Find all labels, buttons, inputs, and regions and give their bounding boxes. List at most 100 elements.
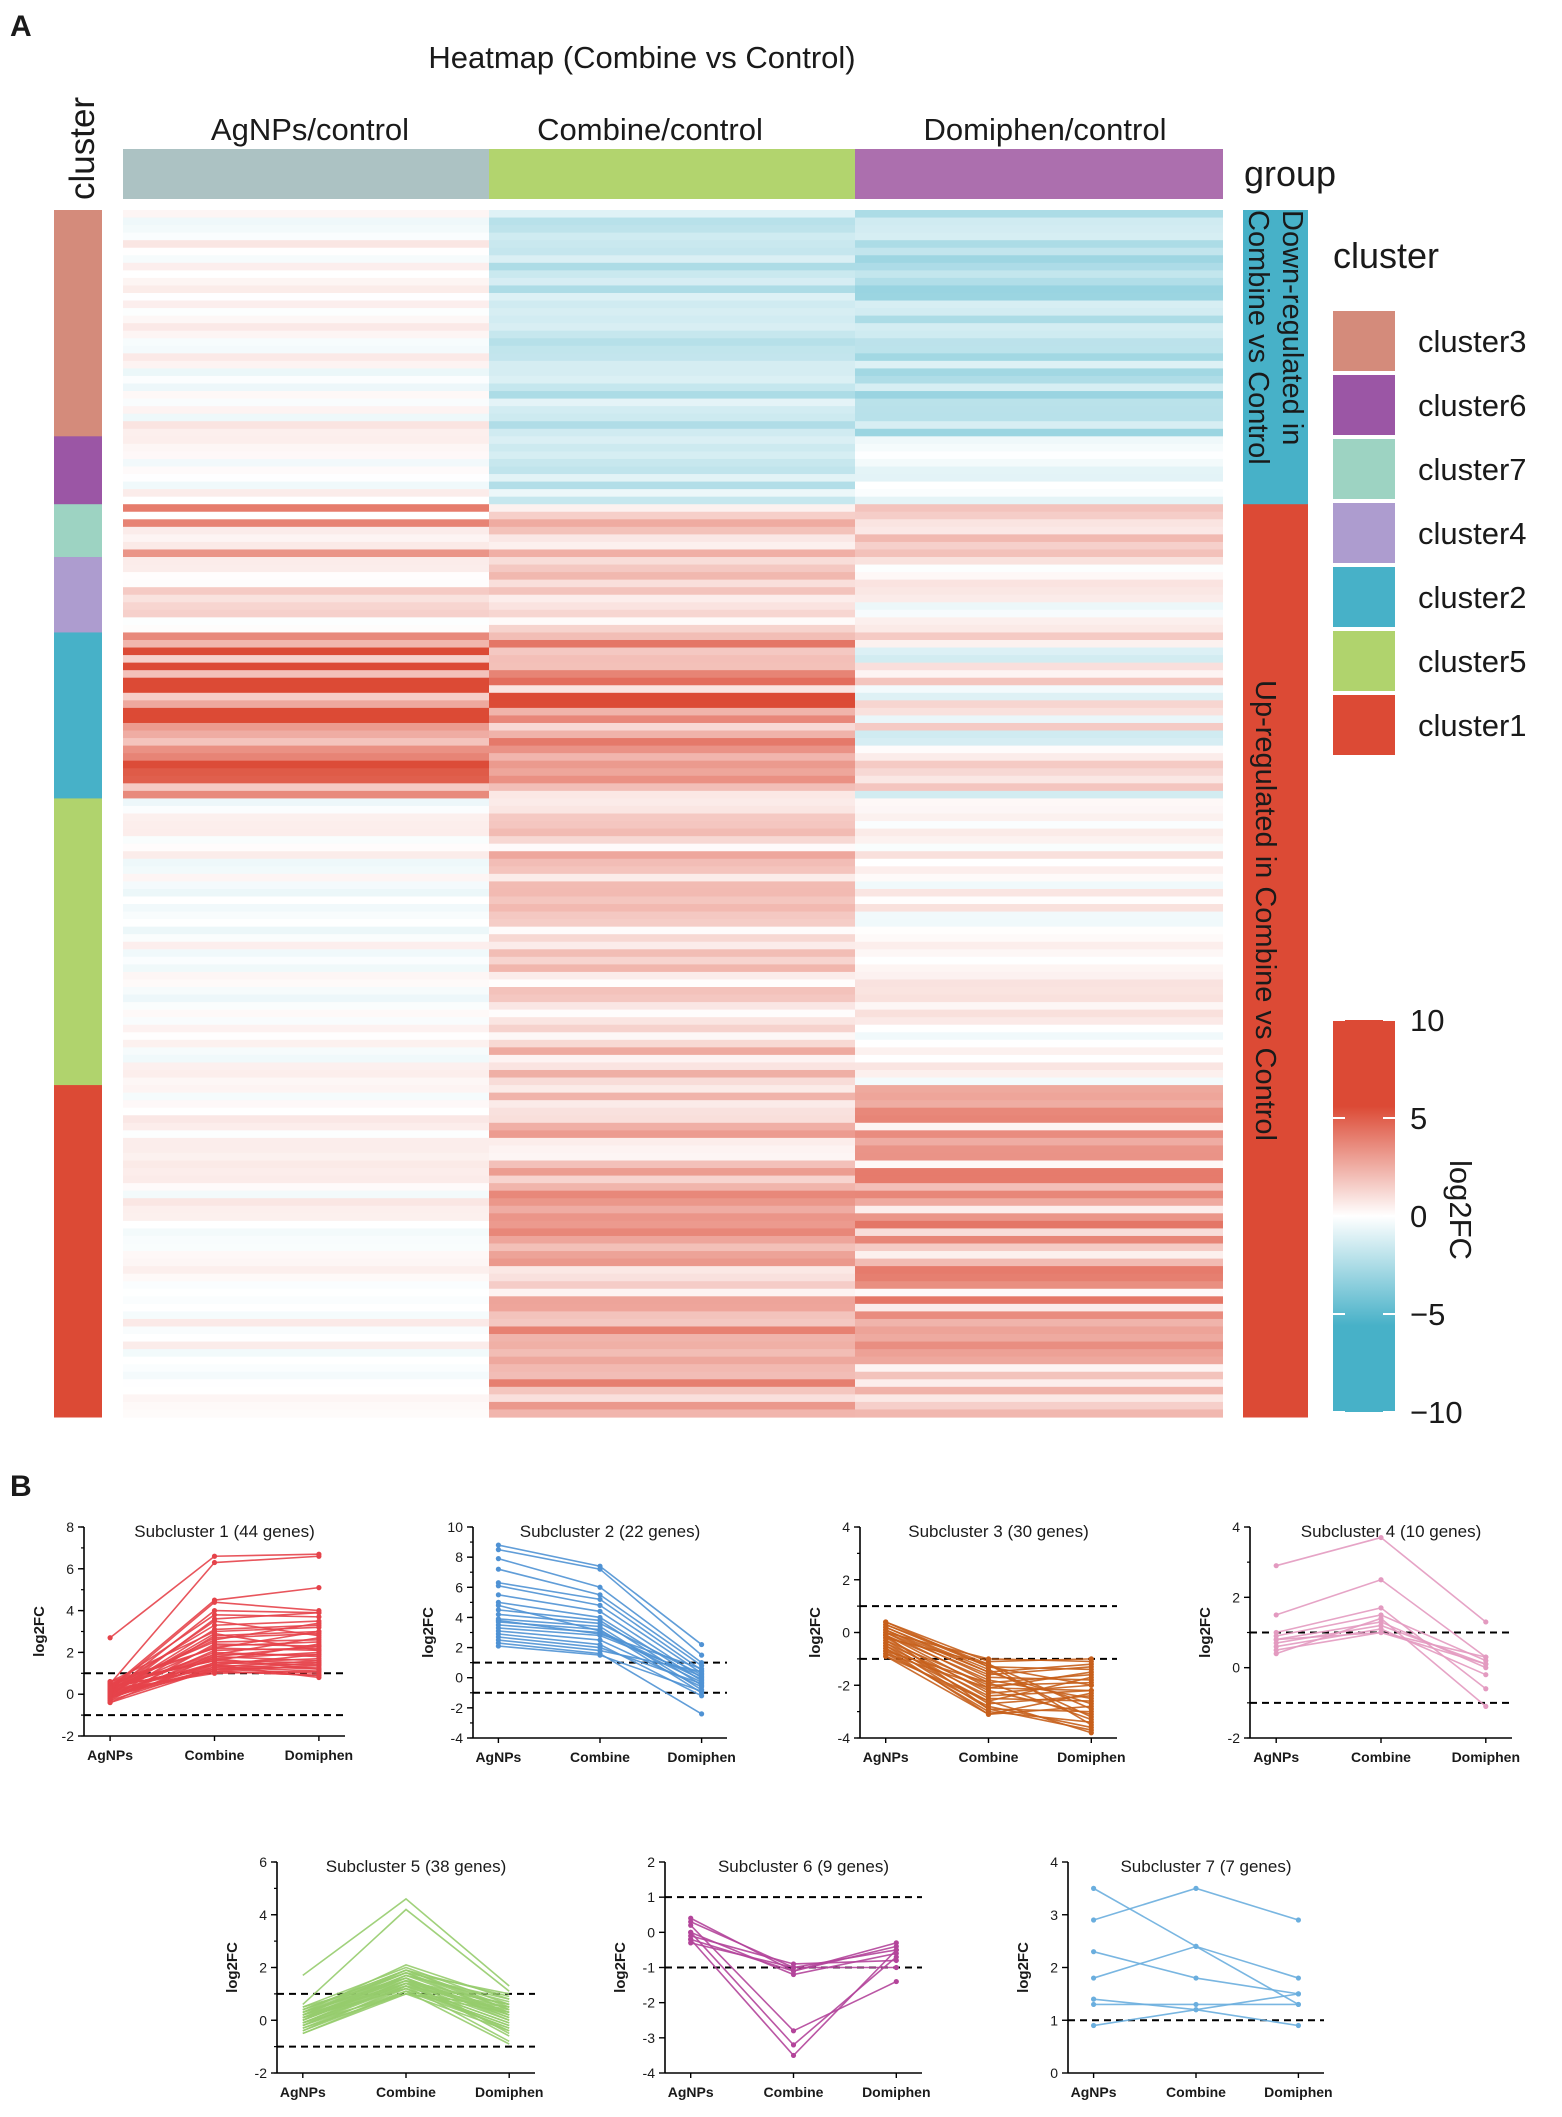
subcluster-title: Subcluster 3 (30 genes) (908, 1522, 1089, 1541)
group-label-down-line1: Down-regulated in (1276, 210, 1308, 445)
heatmap-cell (855, 828, 1223, 837)
series-point (790, 1964, 797, 1971)
cluster-strip-cluster6 (54, 436, 102, 505)
heatmap-cell (123, 1152, 489, 1162)
y-tick-label: -1 (643, 1960, 656, 1976)
y-axis-label: log2FC (224, 1942, 241, 1993)
heatmap-cell (123, 836, 489, 845)
heatmap-cell (123, 1085, 489, 1094)
heatmap-cell (489, 277, 855, 287)
heatmap-cell (123, 1137, 489, 1147)
heatmap-cell (489, 1054, 855, 1064)
heatmap-cell (855, 745, 1223, 754)
heatmap-cell (855, 956, 1223, 965)
heatmap-cell (855, 474, 1223, 483)
series-point (597, 1602, 603, 1608)
heatmap-cell (855, 519, 1223, 528)
series-point (1378, 1629, 1384, 1636)
heatmap-cell (123, 1379, 489, 1388)
series-point (495, 1611, 501, 1618)
heatmap-cell (855, 843, 1223, 852)
heatmap-cell (489, 730, 855, 739)
cluster-axis-title: cluster (63, 97, 102, 200)
heatmap-cell (489, 466, 855, 475)
heatmap-cell (855, 564, 1223, 573)
series-point (107, 1691, 113, 1697)
heatmap-cell (489, 707, 855, 717)
series-line (1093, 1945, 1299, 1979)
heatmap-cell (123, 1386, 489, 1395)
heatmap-cell (855, 813, 1223, 822)
heatmap-cell (855, 481, 1223, 490)
heatmap-cell (489, 655, 855, 664)
heatmap-cell (855, 375, 1223, 385)
heatmap-cell (855, 345, 1223, 354)
heatmap-cell (855, 338, 1223, 347)
heatmap-cell (489, 1175, 855, 1184)
heatmap-cell (489, 1266, 855, 1275)
series-point (1088, 1690, 1094, 1696)
heatmap-cell (855, 323, 1223, 332)
legend-swatch-cluster3 (1333, 311, 1395, 371)
heatmap-cell (489, 345, 855, 354)
heatmap-cell (489, 1062, 855, 1071)
heatmap-cell (489, 941, 855, 950)
heatmap-cell (489, 745, 855, 754)
heatmap-cell (855, 617, 1223, 626)
series-point (211, 1608, 218, 1614)
heatmap-cell (123, 232, 489, 241)
y-tick-label: 2 (1232, 1589, 1240, 1605)
heatmap-cell (855, 881, 1223, 890)
heatmap-cell (123, 843, 489, 852)
heatmap-cell (123, 300, 489, 309)
series-point (1273, 1563, 1279, 1569)
y-tick-label: 4 (1050, 1854, 1058, 1870)
cluster-strip-cluster1 (54, 1085, 102, 1418)
heatmap-cell (123, 617, 489, 626)
series-point (1088, 1722, 1094, 1728)
x-tick-label: AgNPs (863, 1749, 909, 1765)
heatmap-cell (123, 474, 489, 483)
heatmap-cell (855, 270, 1223, 279)
x-tick-label: Combine (959, 1749, 1019, 1765)
heatmap-cell (489, 994, 855, 1003)
y-tick-label: 4 (1232, 1519, 1240, 1535)
heatmap-cell (123, 1371, 489, 1380)
heatmap-cell (855, 655, 1223, 664)
legend-swatch-cluster6 (1333, 375, 1395, 435)
heatmap-cell (489, 609, 855, 618)
panel-label-b: B (10, 1470, 32, 1503)
heatmap-cell (855, 730, 1223, 739)
heatmap-cell (123, 775, 489, 784)
heatmap-cell (123, 315, 489, 324)
heatmap-cell (489, 549, 855, 558)
heatmap-cell (123, 1062, 489, 1071)
series-point (1295, 2022, 1301, 2029)
heatmap-cell (855, 1160, 1223, 1169)
colorbar-tick-label: 5 (1410, 1101, 1427, 1136)
heatmap-cell (855, 1085, 1223, 1094)
heatmap-cell (123, 745, 489, 754)
series-point (211, 1622, 218, 1628)
heatmap-cell (123, 639, 489, 649)
heatmap-cell (855, 790, 1223, 800)
heatmap-cell (489, 896, 855, 905)
heatmap-cell (489, 1183, 855, 1192)
heatmap-cell (123, 451, 489, 460)
series-point (1088, 1664, 1094, 1670)
heatmap-cell (489, 511, 855, 520)
heatmap-cell (123, 1130, 489, 1139)
heatmap-cell (489, 1145, 855, 1154)
heatmap-cell (123, 805, 489, 815)
series-point (699, 1666, 705, 1672)
heatmap-cell (489, 753, 855, 762)
legend-label-cluster3: cluster3 (1418, 324, 1527, 359)
series-point (699, 1711, 705, 1717)
heatmap-cell (855, 677, 1223, 686)
heatmap-cell (489, 971, 855, 981)
series-line (302, 1971, 510, 2016)
y-tick-label: 0 (1232, 1660, 1240, 1676)
series-point (211, 1599, 218, 1605)
y-tick-label: -4 (643, 2065, 656, 2081)
